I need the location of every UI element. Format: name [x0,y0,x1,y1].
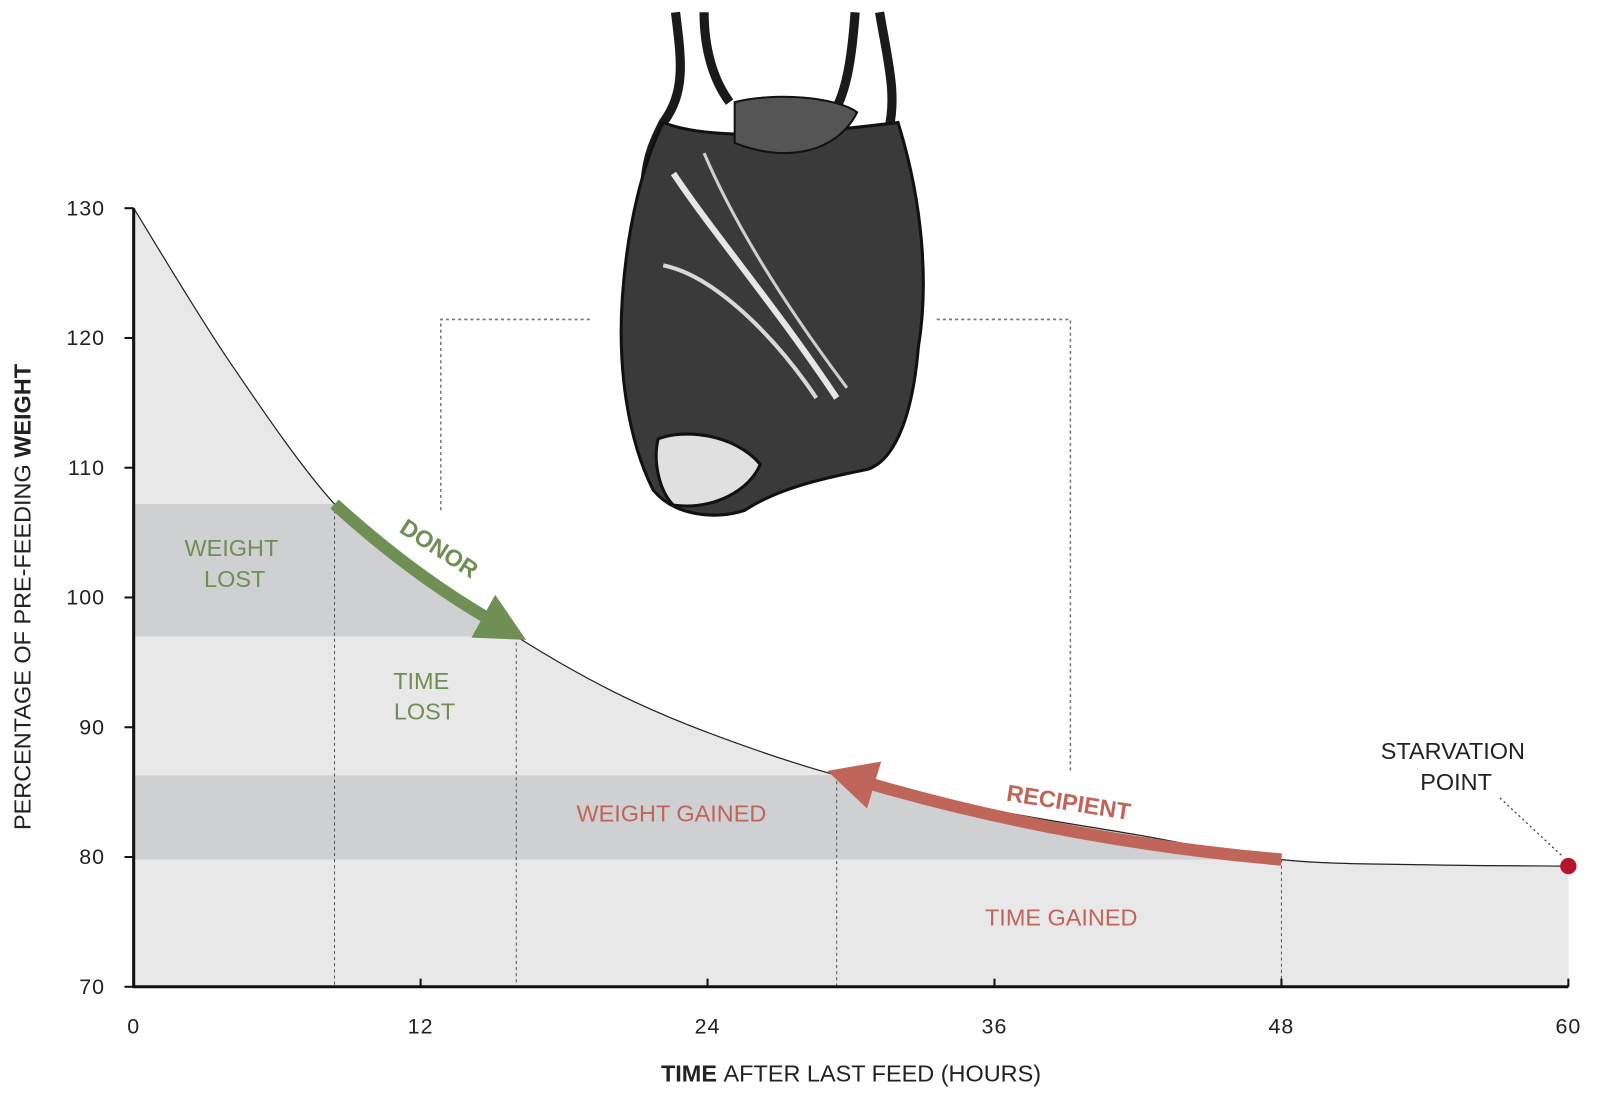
label-line: LOST [394,698,455,724]
y-tick-label: 80 [79,845,105,869]
y-tick-label: 130 [66,196,105,220]
x-axis-label-text: AFTER LAST FEED (HOURS) [724,1061,1042,1087]
starvation-point-label: STARVATION POINT [1381,738,1532,795]
weight-gained-label: WEIGHT GAINED [577,800,767,826]
y-axis-label-emphasis: WEIGHT [10,363,36,457]
x-axis-label: TIME AFTER LAST FEED (HOURS) [661,1061,1041,1087]
label-line: STARVATION [1381,738,1525,764]
bat-illustration [619,11,925,517]
weight-gained-band [133,775,1569,860]
bracket-line [936,318,1072,773]
leader-line [1499,797,1562,856]
label-line: WEIGHT [185,535,279,561]
x-tick-label: 60 [1555,1015,1581,1039]
time-gained-label: TIME GAINED [985,905,1137,931]
x-tick-label: 12 [408,1015,434,1039]
y-axis-label-text: PERCENTAGE OF PRE-FEEDING [10,464,36,830]
y-tick-label: 110 [68,456,105,480]
time-lost-label: TIME LOST [393,668,456,725]
recipient-arrow [827,761,1282,866]
y-tick-label: 90 [79,715,105,739]
y-tick-label: 100 [66,586,105,610]
bracket-line [440,318,592,511]
label-line: TIME [393,668,449,694]
x-tick-label: 36 [982,1015,1008,1039]
y-tick-label: 70 [79,975,105,999]
x-tick-label: 24 [695,1015,721,1039]
y-tick-label: 120 [66,326,105,350]
x-axis-label-emphasis: TIME [661,1061,717,1087]
y-axis-label: PERCENTAGE OF PRE-FEEDING WEIGHT [10,363,36,830]
x-tick-label: 48 [1268,1015,1294,1039]
x-tick-label: 0 [127,1015,140,1039]
label-line: LOST [204,566,265,592]
donor-arrow [330,499,527,640]
starvation-point [1560,857,1577,875]
weight-lost-label: WEIGHT LOST [185,535,285,592]
label-line: POINT [1420,769,1492,795]
